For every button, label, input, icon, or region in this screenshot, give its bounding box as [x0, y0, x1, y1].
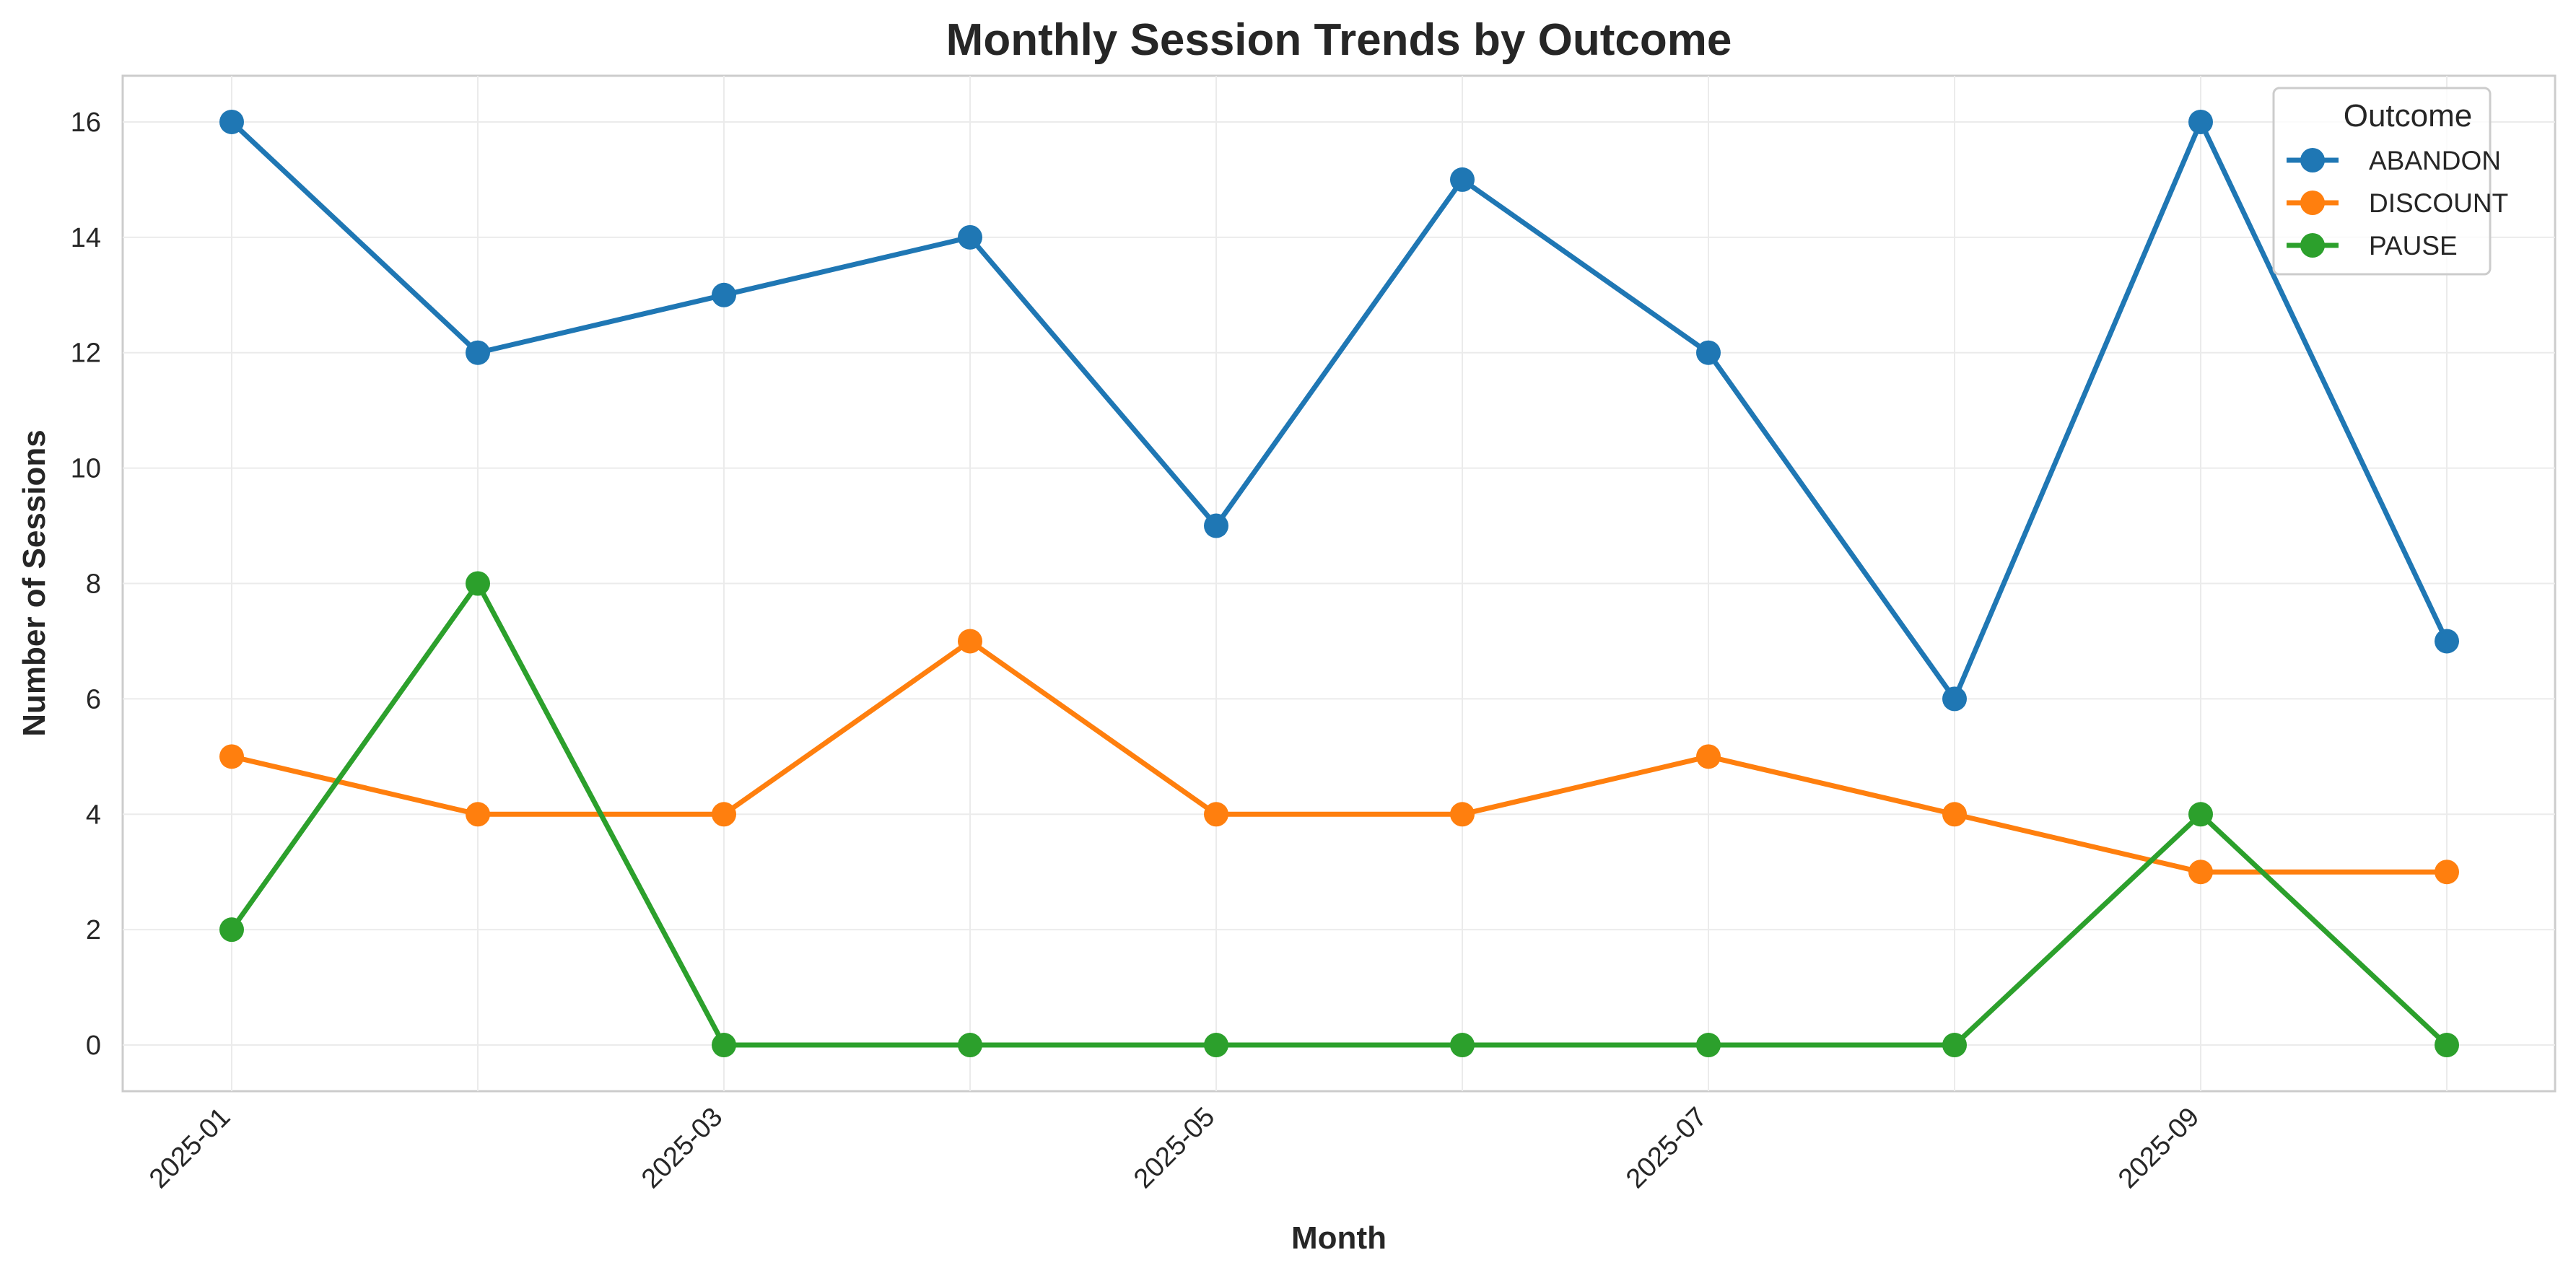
x-tick-label: 2025-01	[144, 1102, 236, 1194]
data-point	[712, 802, 736, 827]
x-tick-label: 2025-03	[636, 1102, 728, 1194]
data-point	[1450, 1033, 1475, 1058]
x-axis-label: Month	[1291, 1220, 1387, 1256]
y-axis-label: Number of Sessions	[17, 429, 52, 736]
data-point	[219, 917, 244, 943]
data-point	[466, 571, 490, 596]
y-tick-label: 14	[71, 223, 101, 253]
x-tick-label: 2025-07	[1620, 1102, 1713, 1194]
data-point	[219, 109, 244, 134]
data-point	[1696, 1033, 1721, 1058]
legend-marker	[2300, 148, 2325, 172]
data-point	[2435, 860, 2459, 885]
data-point	[2188, 109, 2213, 134]
series-abandon	[219, 109, 2459, 712]
y-tick-label: 10	[71, 454, 101, 484]
data-point	[1450, 802, 1475, 827]
y-tick-label: 16	[71, 108, 101, 138]
data-point	[2435, 629, 2459, 654]
y-tick-label: 12	[71, 338, 101, 369]
data-point	[1450, 167, 1475, 192]
legend-title: Outcome	[2344, 98, 2473, 134]
legend-item-abandon: ABANDON	[2287, 146, 2501, 175]
data-point	[1204, 513, 1228, 538]
legend-marker	[2300, 233, 2325, 258]
series-line	[229, 581, 2450, 1048]
data-point	[2188, 860, 2213, 885]
data-point	[219, 744, 244, 769]
y-tick-label: 8	[86, 569, 101, 600]
series-line	[229, 119, 2450, 701]
data-point	[1204, 1033, 1228, 1058]
legend-box	[2272, 87, 2492, 276]
y-tick-label: 4	[86, 800, 101, 830]
legend-label: PAUSE	[2369, 231, 2458, 261]
x-tick-label: 2025-05	[1128, 1102, 1221, 1194]
chart-title: Monthly Session Trends by Outcome	[946, 15, 1732, 65]
y-tick-label: 0	[86, 1031, 101, 1061]
data-point	[2435, 1033, 2459, 1058]
data-point	[1204, 802, 1228, 827]
data-point	[958, 629, 982, 654]
data-point	[958, 224, 982, 250]
series-pause	[219, 571, 2459, 1058]
legend-items: ABANDON DISCOUNT PAUSE	[2287, 146, 2508, 261]
data-point	[466, 802, 490, 827]
data-point	[1942, 802, 1967, 827]
y-tick-label: 6	[86, 684, 101, 714]
legend: Outcome ABANDON DISCOUNT PAUSE	[2272, 87, 2508, 276]
data-point	[1696, 744, 1721, 769]
x-tick-label: 2025-09	[2113, 1102, 2205, 1194]
series-layer	[219, 109, 2459, 1058]
y-tick-label: 2	[86, 915, 101, 945]
legend-label: DISCOUNT	[2369, 188, 2508, 218]
legend-marker	[2300, 191, 2325, 215]
data-point	[2188, 802, 2213, 827]
data-point	[712, 1033, 736, 1058]
legend-item-pause: PAUSE	[2287, 231, 2458, 261]
data-point	[1696, 340, 1721, 365]
data-point	[1942, 1033, 1967, 1058]
data-point	[958, 1033, 982, 1058]
data-point	[712, 282, 736, 307]
data-point	[1942, 686, 1967, 712]
data-point	[466, 340, 490, 365]
legend-label: ABANDON	[2369, 146, 2501, 175]
legend-item-discount: DISCOUNT	[2287, 188, 2508, 218]
